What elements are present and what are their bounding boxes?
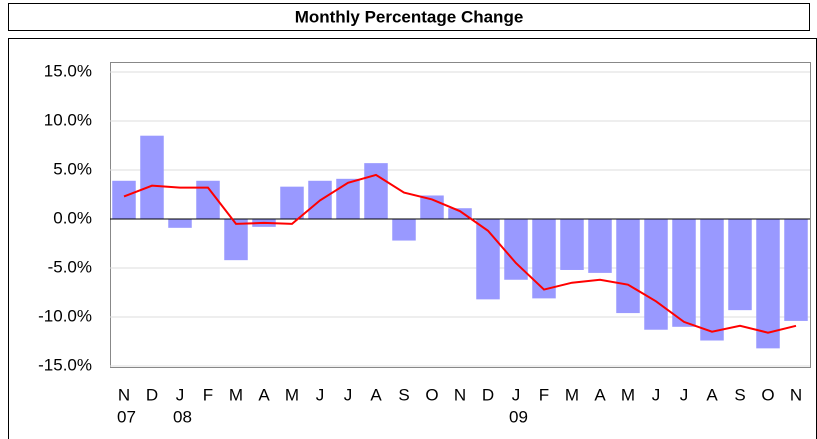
x-tick-label: A bbox=[258, 385, 270, 404]
bar bbox=[756, 219, 780, 349]
bar bbox=[504, 219, 528, 280]
x-tick-label: M bbox=[229, 385, 243, 404]
bar bbox=[560, 219, 584, 270]
bar bbox=[616, 219, 640, 314]
x-tick-label: J bbox=[652, 385, 661, 404]
x-tick-label: D bbox=[482, 385, 494, 404]
x-tick-label: F bbox=[539, 385, 549, 404]
bar bbox=[224, 219, 248, 261]
y-tick-label: -10.0% bbox=[38, 306, 92, 325]
x-tick-label: O bbox=[761, 385, 774, 404]
bar bbox=[196, 180, 220, 219]
bar bbox=[112, 180, 136, 219]
x-tick-label: J bbox=[512, 385, 521, 404]
x-tick-label: A bbox=[594, 385, 606, 404]
x-tick-label: N bbox=[790, 385, 802, 404]
plot-frame bbox=[110, 62, 811, 368]
y-tick-label: -5.0% bbox=[48, 257, 92, 276]
bar bbox=[588, 219, 612, 273]
title-box bbox=[8, 3, 810, 31]
y-tick-label: 15.0% bbox=[44, 61, 92, 80]
bar bbox=[280, 186, 304, 219]
x-tick-label: N bbox=[118, 385, 130, 404]
bar bbox=[364, 163, 388, 219]
line bbox=[123, 173, 797, 334]
x-tick-label: S bbox=[398, 385, 409, 404]
x-tick-label: A bbox=[706, 385, 718, 404]
x-tick-label: M bbox=[285, 385, 299, 404]
x-tick-label: F bbox=[203, 385, 213, 404]
x-tick-label: M bbox=[565, 385, 579, 404]
x-tick-label: J bbox=[316, 385, 325, 404]
bar bbox=[532, 219, 556, 299]
x-tick-label: S bbox=[734, 385, 745, 404]
x-tick-label: D bbox=[146, 385, 158, 404]
x-tick-label: J bbox=[344, 385, 353, 404]
x-tick-label: J bbox=[176, 385, 185, 404]
bar bbox=[392, 219, 416, 241]
x-tick-label: A bbox=[370, 385, 382, 404]
x-tick-label: M bbox=[621, 385, 635, 404]
y-tick-label: 10.0% bbox=[44, 110, 92, 129]
x-year-label: 08 bbox=[173, 407, 192, 426]
y-tick-label: 5.0% bbox=[53, 159, 92, 178]
bar bbox=[336, 178, 360, 219]
bar bbox=[476, 219, 500, 300]
x-year-label: 07 bbox=[117, 407, 136, 426]
bar bbox=[140, 135, 164, 219]
x-tick-label: J bbox=[680, 385, 689, 404]
y-tick-label: 0.0% bbox=[53, 208, 92, 227]
bar bbox=[672, 219, 696, 327]
bar bbox=[728, 219, 752, 311]
bar bbox=[168, 219, 192, 228]
bar bbox=[644, 219, 668, 330]
x-tick-label: O bbox=[425, 385, 438, 404]
bar bbox=[700, 219, 724, 341]
x-tick-label: N bbox=[454, 385, 466, 404]
y-tick-label: -15.0% bbox=[38, 355, 92, 374]
x-year-label: 09 bbox=[509, 407, 528, 426]
chart-title: Monthly Percentage Change bbox=[295, 7, 524, 26]
bar bbox=[448, 208, 472, 219]
bar bbox=[784, 219, 808, 321]
